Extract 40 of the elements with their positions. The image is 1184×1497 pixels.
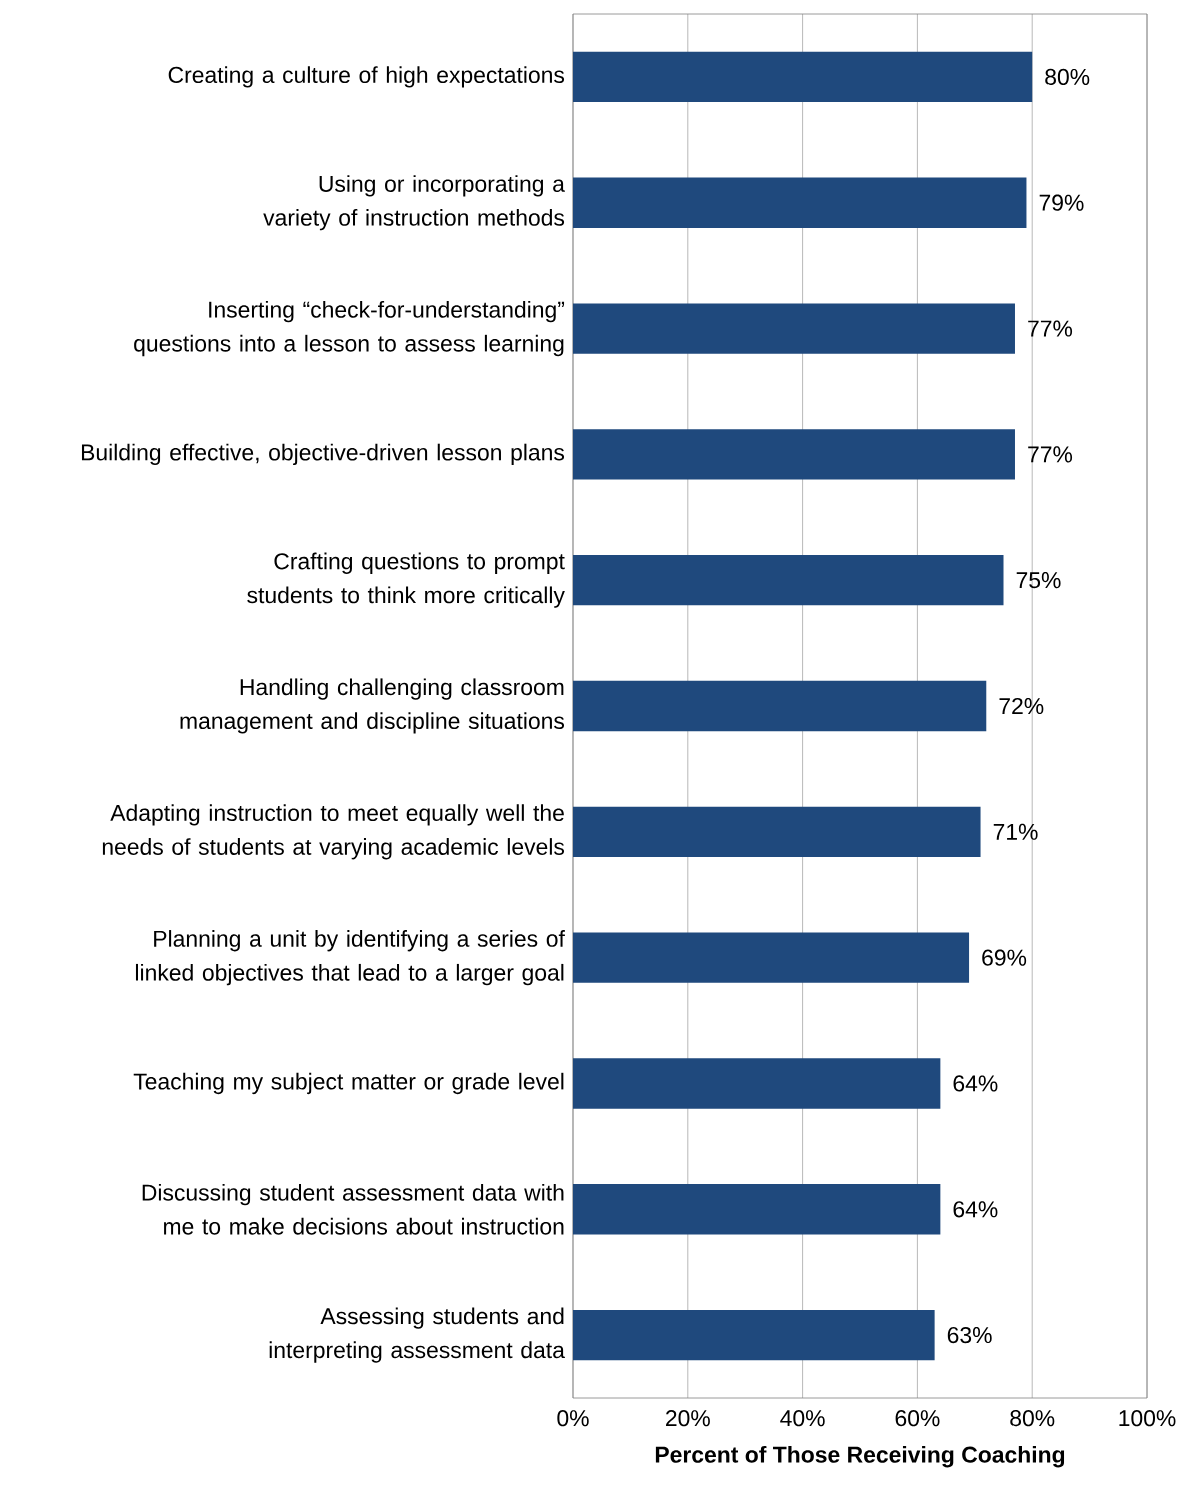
data-label: 77% (1028, 446, 1073, 463)
x-tick-label: 60% (895, 1410, 940, 1427)
data-label: 64% (953, 1075, 998, 1092)
bar (573, 1184, 941, 1235)
y-tick-label: Handling challenging classroom management and discipline situations (180, 678, 565, 734)
y-tick-label: Using or incorporating a variety of instruction methods (263, 175, 565, 231)
bar (573, 177, 1027, 228)
y-tick-label: Crafting questions to prompt students to think more critically (247, 552, 565, 608)
data-label: 75% (1016, 572, 1061, 589)
x-tick-label: 80% (1010, 1410, 1055, 1427)
bar (573, 1309, 935, 1361)
bar (573, 932, 970, 983)
bar (573, 51, 1033, 103)
bar (573, 429, 1016, 480)
data-label: 69% (982, 949, 1027, 966)
bar (573, 303, 1016, 354)
data-label: 79% (1039, 194, 1084, 211)
y-tick-label: Creating a culture of high expectations (168, 66, 565, 88)
bar (573, 680, 987, 732)
x-tick-label: 20% (666, 1410, 710, 1427)
data-label: 72% (999, 697, 1044, 715)
data-label: 64% (953, 1201, 998, 1218)
data-label: 77% (1028, 320, 1073, 337)
x-tick-label: 100% (1119, 1410, 1176, 1427)
bar (573, 555, 1004, 606)
x-tick-label: 0% (557, 1410, 589, 1427)
y-tick-label: Adapting instruction to meet equally well the needs of students at varying academic levels (102, 804, 565, 860)
bar (573, 806, 981, 857)
data-label: 63% (947, 1326, 992, 1344)
x-axis-title: Percent of Those Receiving Coaching (655, 1445, 1065, 1468)
y-tick-label: Discussing student assessment data with me to make decisions about instruction (142, 1183, 564, 1235)
bar (573, 1058, 941, 1109)
data-label: 80% (1045, 68, 1090, 86)
y-tick-label: Teaching my subject matter or grade level (133, 1072, 564, 1095)
x-tick-label: 40% (780, 1410, 825, 1427)
y-tick-label: Building effective, objective-driven lesson plans (82, 443, 565, 466)
y-tick-label: Planning a unit by identifying a series of linked objectives that lead to a larger goal (136, 930, 565, 986)
y-tick-label: Inserting “check-for-understanding” questions into a lesson to assess learning (134, 300, 565, 357)
data-label: 71% (993, 823, 1038, 840)
y-tick-label: Assessing students and interpreting assessment data (269, 1307, 565, 1363)
